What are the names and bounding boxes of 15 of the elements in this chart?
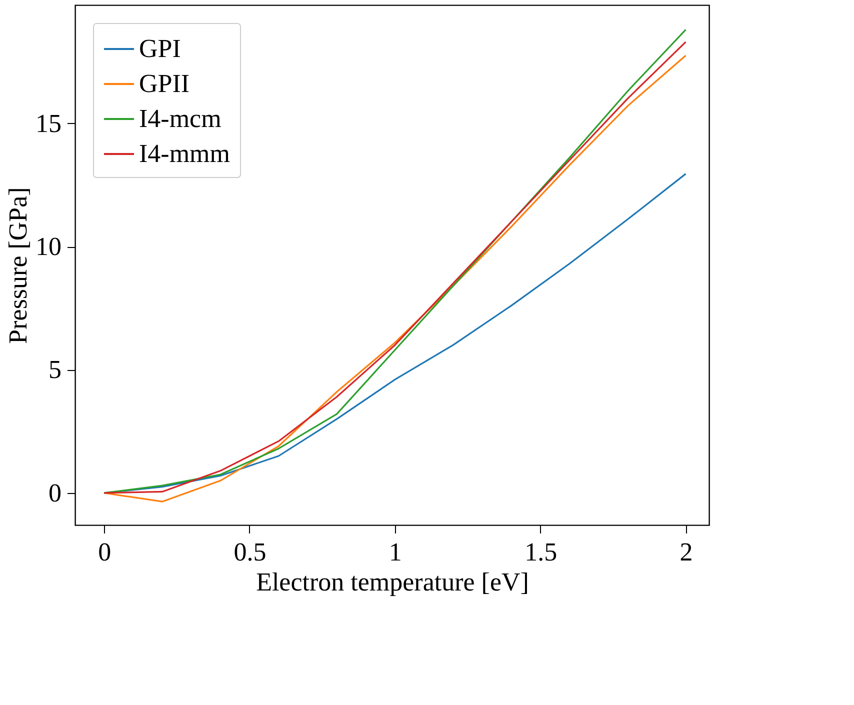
- y-tick-label: 0: [48, 478, 62, 508]
- x-tick-label: 0: [98, 538, 112, 566]
- y-tick-label: 5: [48, 355, 62, 384]
- y-tick-label: 10: [36, 232, 62, 262]
- x-tick-label: 1: [388, 538, 402, 566]
- x-tick-label: 0.5: [234, 538, 266, 566]
- legend-label: GPII: [139, 69, 190, 98]
- legend-label: GPI: [139, 34, 181, 63]
- legend-label: I4-mcm: [139, 104, 222, 133]
- legend-label: I4-mmm: [139, 139, 230, 168]
- x-tick-label: 1.5: [524, 538, 558, 566]
- y-tick-label: 15: [36, 108, 62, 138]
- y-axis-title: Pressure [GPa]: [4, 187, 32, 344]
- x-axis-title: Electron temperature [eV]: [256, 568, 529, 596]
- x-tick-label: 2: [680, 538, 693, 566]
